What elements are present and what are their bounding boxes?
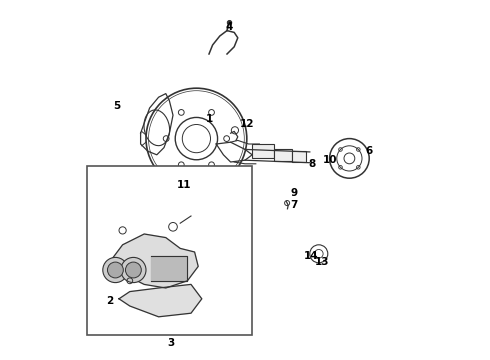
Text: 11: 11 [176,180,191,190]
Circle shape [107,262,123,278]
Text: 13: 13 [315,257,330,267]
Circle shape [125,262,141,278]
Text: 9: 9 [290,188,297,198]
Text: 8: 8 [308,159,315,169]
Bar [252,144,274,158]
Polygon shape [112,234,198,288]
Polygon shape [119,284,202,317]
Text: 12: 12 [240,119,254,129]
Text: 2: 2 [106,296,114,306]
Bar [274,148,292,161]
Circle shape [121,257,146,283]
Text: 10: 10 [322,155,337,165]
Bar [292,151,306,162]
Text: 5: 5 [114,101,121,111]
Polygon shape [151,256,187,281]
Text: 3: 3 [168,338,175,348]
Text: 7: 7 [290,200,297,210]
Circle shape [103,257,128,283]
Text: 4: 4 [225,22,232,32]
Bar [87,166,252,335]
Text: 14: 14 [304,251,319,261]
Circle shape [227,21,232,25]
Text: 6: 6 [366,146,373,156]
Text: 1: 1 [205,114,213,124]
